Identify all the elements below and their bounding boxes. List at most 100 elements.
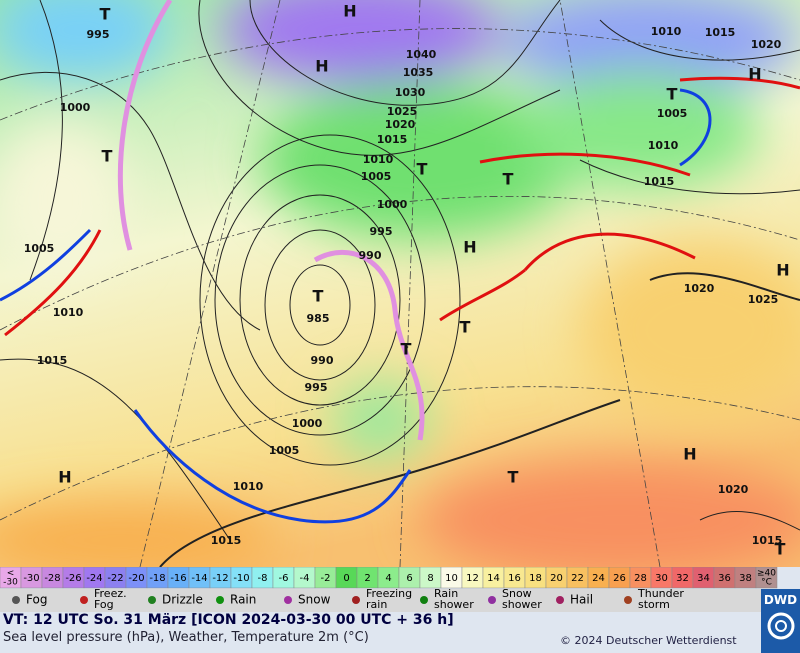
isobar-label: 1015 bbox=[644, 175, 675, 188]
scale-cell bbox=[755, 567, 778, 589]
weather-label: Snow bbox=[502, 587, 532, 600]
temperature-field bbox=[0, 0, 800, 567]
pressure-center: H bbox=[748, 65, 761, 84]
isobar-label: 1005 bbox=[361, 170, 392, 183]
isobar-label: 1000 bbox=[377, 198, 408, 211]
weather-symbol bbox=[352, 596, 360, 604]
scale-label: 0 bbox=[343, 573, 349, 584]
scale-label: -26 bbox=[65, 573, 81, 584]
isobar-label: 1025 bbox=[387, 105, 418, 118]
isobar-label: 1020 bbox=[684, 282, 715, 295]
isobar-label: 1010 bbox=[233, 480, 264, 493]
isobar-label: 1015 bbox=[377, 133, 408, 146]
weather-label: storm bbox=[638, 598, 670, 611]
scale-label: 18 bbox=[529, 573, 542, 584]
weather-symbol bbox=[488, 596, 496, 604]
scale-label: -24 bbox=[86, 573, 102, 584]
scale-label: -4 bbox=[300, 573, 310, 584]
weather-label: shower bbox=[502, 598, 542, 611]
isobar-label: 985 bbox=[307, 312, 330, 325]
scale-label: 26 bbox=[613, 573, 626, 584]
weather-legend-bg bbox=[0, 589, 800, 612]
pressure-center: H bbox=[463, 238, 476, 257]
pressure-center: T bbox=[401, 340, 412, 359]
scale-label: -16 bbox=[170, 573, 186, 584]
weather-label: Freez. bbox=[94, 587, 127, 600]
isobar-label: 1010 bbox=[363, 153, 394, 166]
pressure-center: T bbox=[503, 170, 514, 189]
weather-label: Fog bbox=[94, 598, 114, 611]
weather-symbol bbox=[216, 596, 224, 604]
pressure-center: H bbox=[683, 445, 696, 464]
weather-symbol bbox=[148, 596, 156, 604]
weather-label: Thunder bbox=[637, 587, 684, 600]
scale-label: 4 bbox=[385, 573, 391, 584]
scale-label: 24 bbox=[592, 573, 605, 584]
isobar-label: 990 bbox=[359, 249, 382, 262]
isobar-label: 1010 bbox=[651, 25, 682, 38]
isobar-label: 1025 bbox=[748, 293, 779, 306]
weather-label: Snow bbox=[298, 593, 331, 607]
scale-label: -30 bbox=[3, 578, 18, 588]
pressure-center: H bbox=[776, 261, 789, 280]
weather-label: Fog bbox=[26, 593, 47, 607]
pressure-center: H bbox=[315, 57, 328, 76]
pressure-center: T bbox=[460, 318, 471, 337]
description: Sea level pressure (hPa), Weather, Tempe… bbox=[3, 630, 369, 645]
weather-symbol bbox=[12, 596, 20, 604]
isobar-label: 1040 bbox=[406, 48, 437, 61]
scale-label: -6 bbox=[279, 573, 289, 584]
scale-label: 16 bbox=[508, 573, 521, 584]
isobar-label: 1010 bbox=[53, 306, 84, 319]
weather-symbol bbox=[556, 596, 564, 604]
scale-label: < bbox=[7, 569, 15, 579]
scale-label: ≥40 bbox=[757, 569, 776, 579]
pressure-center: T bbox=[667, 85, 678, 104]
weather-label: Drizzle bbox=[162, 593, 203, 607]
scale-label: -12 bbox=[212, 573, 228, 584]
weather-label: Rain bbox=[230, 593, 256, 607]
weather-label: shower bbox=[434, 598, 474, 611]
scale-label: -28 bbox=[44, 573, 60, 584]
isobar-label: 1000 bbox=[292, 417, 323, 430]
scale-label: 38 bbox=[739, 573, 752, 584]
isobar-label: 1035 bbox=[403, 66, 434, 79]
isobar-label: 1015 bbox=[752, 534, 783, 547]
scale-label: °C bbox=[761, 578, 772, 588]
scale-label: 12 bbox=[466, 573, 479, 584]
scale-label: 30 bbox=[655, 573, 668, 584]
isobar-label: 1020 bbox=[751, 38, 782, 51]
pressure-center: H bbox=[343, 2, 356, 21]
weather-symbol bbox=[420, 596, 428, 604]
graticule bbox=[0, 0, 800, 567]
pressure-center: T bbox=[508, 468, 519, 487]
isobar-label: 1010 bbox=[648, 139, 679, 152]
weather-symbol bbox=[80, 596, 88, 604]
scale-label: 36 bbox=[718, 573, 731, 584]
scale-label: 2 bbox=[364, 573, 370, 584]
scale-label: -10 bbox=[233, 573, 249, 584]
scale-label: 14 bbox=[487, 573, 500, 584]
weather-label: rain bbox=[366, 598, 387, 611]
scale-label: 10 bbox=[445, 573, 458, 584]
scale-label: 32 bbox=[676, 573, 689, 584]
scale-label: -30 bbox=[23, 573, 39, 584]
isobar-label: 1005 bbox=[24, 242, 55, 255]
scale-label: -20 bbox=[128, 573, 144, 584]
isobar-label: 1015 bbox=[211, 534, 242, 547]
isobar-label: 1020 bbox=[385, 118, 416, 131]
fronts bbox=[0, 0, 800, 524]
scale-label: -2 bbox=[321, 573, 331, 584]
logo-text: DWD bbox=[763, 593, 798, 607]
pressure-center: H bbox=[58, 468, 71, 487]
weather-label: Freezing bbox=[366, 587, 412, 600]
isobar-label: 995 bbox=[87, 28, 110, 41]
scale-label: 6 bbox=[406, 573, 412, 584]
scale-label: -22 bbox=[107, 573, 123, 584]
isobar-label: 1015 bbox=[705, 26, 736, 39]
logo-swirl bbox=[767, 612, 794, 640]
isobar-label: 1015 bbox=[37, 354, 68, 367]
scale-label: -8 bbox=[258, 573, 268, 584]
isobar-label: 1005 bbox=[269, 444, 300, 457]
